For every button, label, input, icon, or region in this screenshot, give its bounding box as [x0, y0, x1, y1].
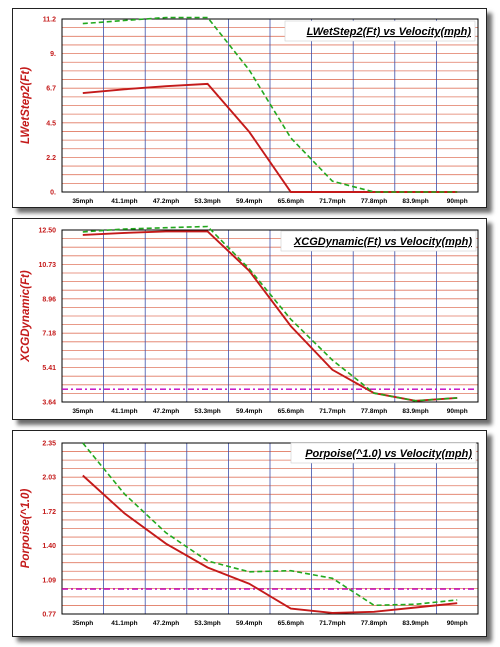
y-tick-label: 8.96	[42, 296, 56, 303]
x-tick-label: 90mph	[447, 620, 468, 627]
chart-title: Porpoise(^1.0) vs Velocity(mph)	[305, 448, 472, 460]
y-tick-label: 10.73	[38, 262, 56, 269]
series-line-dashed-green	[82, 16, 458, 193]
x-tick-label: 59.4mph	[236, 198, 262, 205]
x-tick-label: 71.7mph	[319, 620, 345, 627]
x-tick-label: 83.9mph	[402, 620, 428, 627]
y-axis-label: Porpoise(^1.0)	[20, 489, 32, 569]
series-line-dashed-green	[82, 442, 458, 607]
y-tick-label: 2.35	[42, 441, 56, 448]
x-tick-label: 35mph	[72, 620, 93, 627]
y-tick-label: 4.5	[46, 120, 56, 127]
x-tick-label: 41.1mph	[111, 198, 137, 205]
lwetstep2-chart-panel: 11.2 9. 6.7 4.5 2.2 0. 35mph 41.1mph 47.2mph 53.3…	[12, 8, 487, 208]
x-tick-label: 53.3mph	[194, 620, 220, 627]
lwetstep2-chart: 11.2 9. 6.7 4.5 2.2 0. 35mph 41.1mph 47.2mph 53.3…	[20, 16, 479, 205]
x-tick-label: 65.6mph	[278, 408, 304, 415]
x-tick-label: 41.1mph	[111, 408, 137, 415]
y-tick-label: 2.03	[42, 475, 56, 482]
chart-title-box	[280, 230, 477, 252]
y-axis-label: XCGDynamic(Ft)	[20, 270, 32, 363]
chart-title: LWetStep2(Ft) vs Velocity(mph)	[307, 26, 472, 38]
x-tick-label: 47.2mph	[153, 198, 179, 205]
y-tick-label: 7.18	[42, 331, 56, 338]
x-tick-label: 65.6mph	[278, 620, 304, 627]
y-tick-label: 6.7	[46, 86, 56, 93]
y-tick-label: 2.2	[46, 155, 56, 162]
x-tick-label: 90mph	[447, 198, 468, 205]
x-tick-label: 90mph	[447, 408, 468, 415]
x-tick-label: 41.1mph	[111, 620, 137, 627]
xcgdynamic-chart: 12.50 10.73 8.96 7.18 5.41 3.64 35mph 41.1mph 47…	[20, 225, 479, 415]
x-tick-label: 47.2mph	[153, 620, 179, 627]
x-tick-label: 77.8mph	[361, 620, 387, 627]
x-tick-label: 59.4mph	[236, 620, 262, 627]
plot-area-frame	[61, 442, 479, 615]
y-tick-label: 9.	[50, 51, 56, 58]
y-axis-label: LWetStep2(Ft)	[20, 67, 32, 144]
plot-area-frame	[61, 18, 479, 193]
x-tick-label: 47.2mph	[153, 408, 179, 415]
y-tick-label: 1.72	[42, 509, 56, 516]
series-line-solid-red	[82, 474, 458, 614]
porpoise-chart: 2.35 2.03 1.72 1.40 1.09 0.77 35mph 41.1mph 47.2…	[20, 441, 479, 627]
porpoise-chart-panel: 2.35 2.03 1.72 1.40 1.09 0.77 35mph 41.1mph 47.2…	[12, 430, 487, 637]
plot-area-frame	[61, 229, 479, 403]
y-tick-label: 0.	[50, 190, 56, 197]
x-tick-label: 53.3mph	[194, 198, 220, 205]
x-tick-label: 65.6mph	[278, 198, 304, 205]
series-line-solid-red	[82, 230, 458, 402]
x-tick-label: 71.7mph	[319, 198, 345, 205]
chart-title: XCGDynamic(Ft) vs Velocity(mph)	[293, 236, 472, 248]
x-tick-label: 35mph	[72, 408, 93, 415]
x-tick-label: 77.8mph	[361, 408, 387, 415]
series-line-dashed-green	[82, 225, 458, 402]
xcgdynamic-chart-panel: 12.50 10.73 8.96 7.18 5.41 3.64 35mph 41.1mph 47…	[12, 218, 487, 420]
y-tick-label: 3.64	[42, 400, 56, 407]
chart-title-box	[284, 20, 476, 42]
chart-title-box	[290, 442, 477, 464]
y-tick-label: 5.41	[42, 365, 56, 372]
x-tick-label: 71.7mph	[319, 408, 345, 415]
y-tick-label: 11.2	[43, 17, 56, 24]
y-tick-label: 0.77	[42, 612, 56, 619]
x-tick-label: 59.4mph	[236, 408, 262, 415]
y-tick-label: 1.09	[42, 577, 56, 584]
x-tick-label: 83.9mph	[402, 408, 428, 415]
x-tick-label: 53.3mph	[194, 408, 220, 415]
y-tick-label: 12.50	[38, 228, 56, 235]
x-tick-label: 83.9mph	[402, 198, 428, 205]
x-tick-label: 35mph	[72, 198, 93, 205]
y-tick-label: 1.40	[42, 543, 56, 550]
x-tick-label: 77.8mph	[361, 198, 387, 205]
